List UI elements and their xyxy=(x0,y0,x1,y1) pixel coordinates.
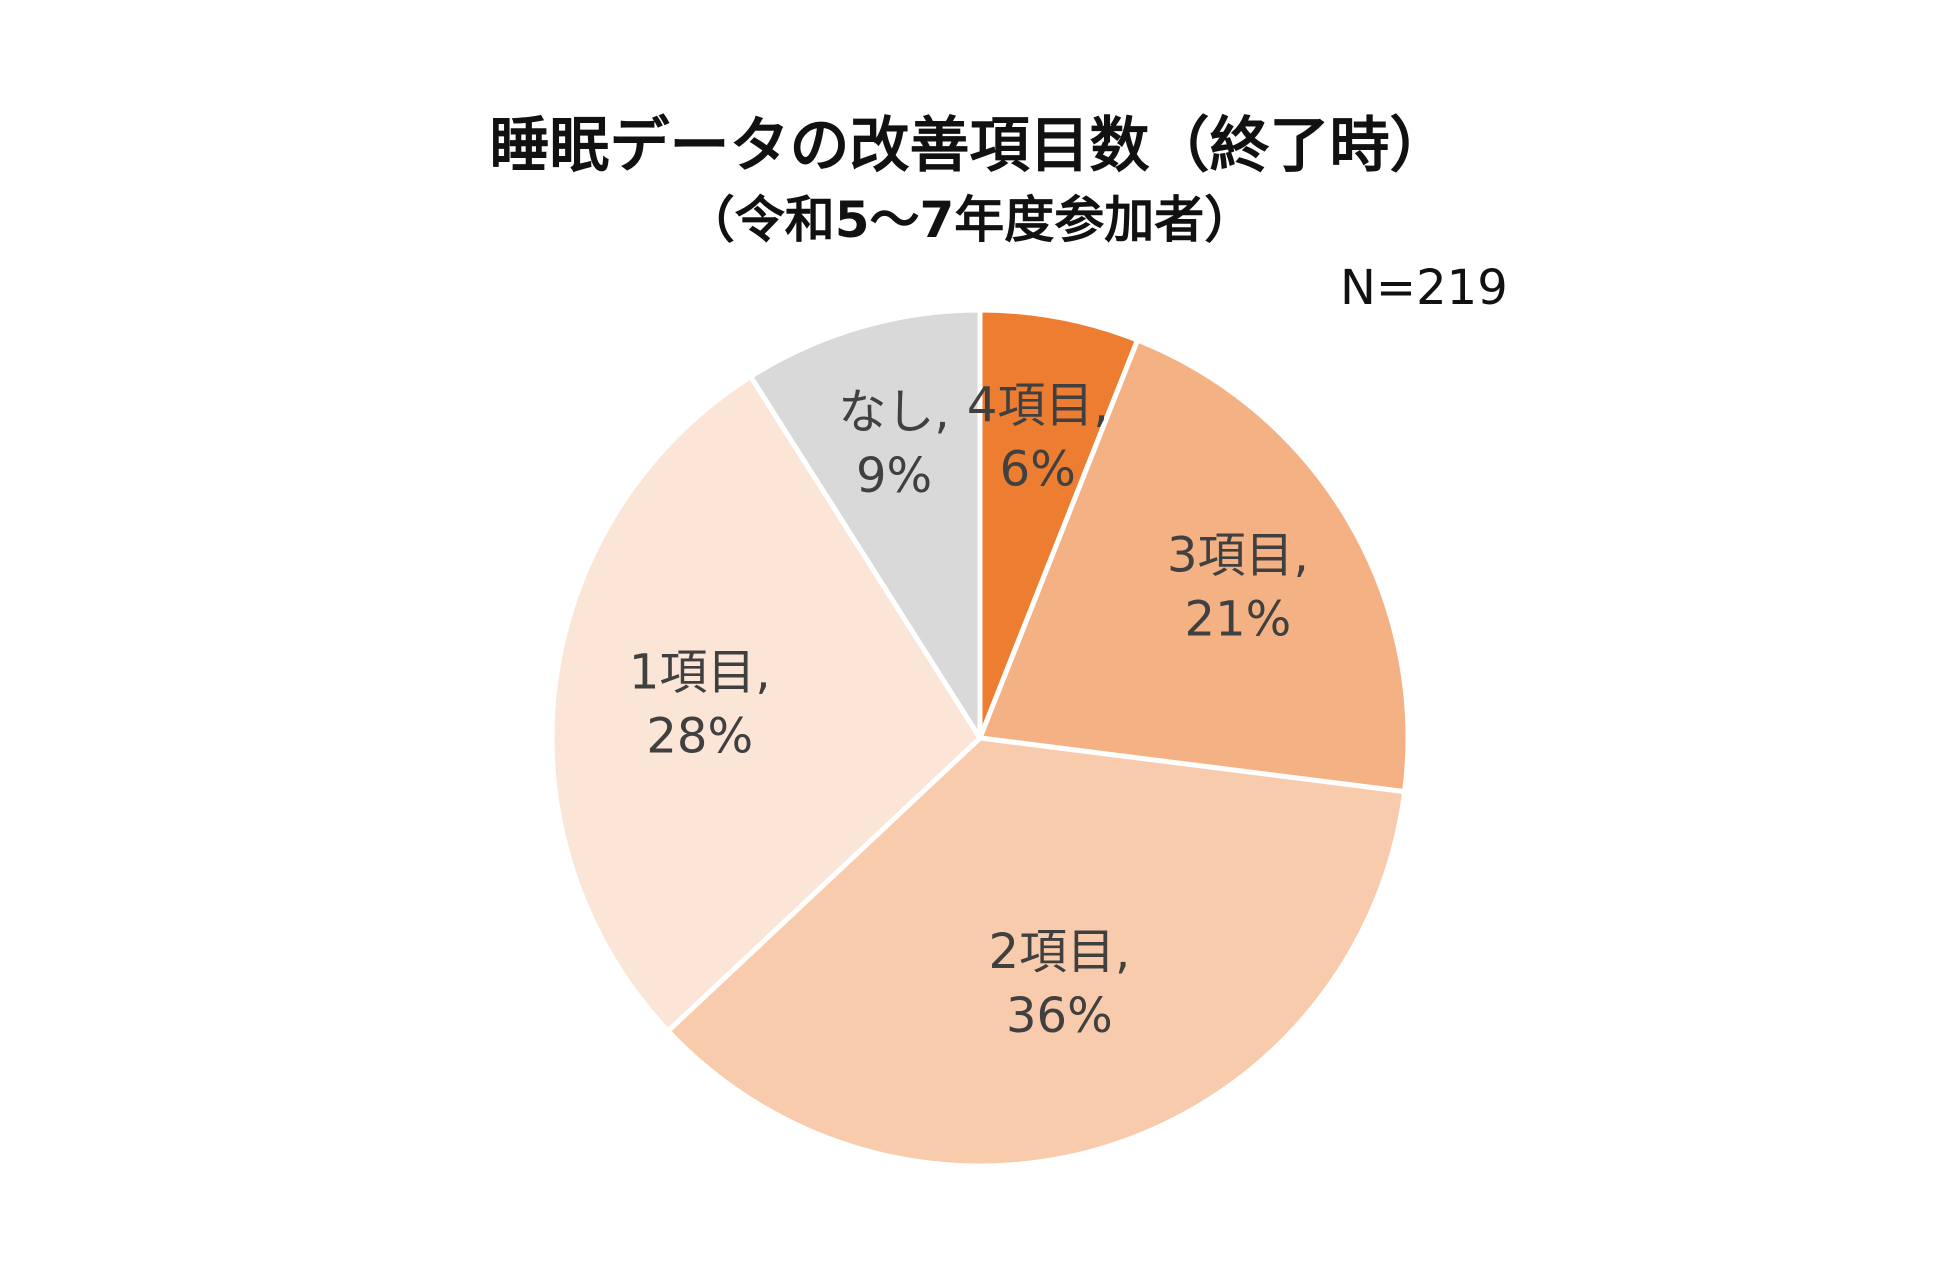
chart-subtitle: （令和5～7年度参加者） xyxy=(684,191,1255,249)
pie-slice xyxy=(665,735,1408,1169)
pie-slice xyxy=(977,307,1141,741)
pie-slice xyxy=(748,307,983,741)
pie-slices xyxy=(549,307,1411,1169)
slice-label: 4項目, 6% xyxy=(967,377,1109,497)
pie-labels: 4項目, 6% 3項目, 21% 2項目, 36% 1項目, 28% なし, 9% xyxy=(629,377,1309,1044)
pie-slice xyxy=(549,374,983,1034)
chart-title: 睡眠データの改善項目数（終了時） xyxy=(489,111,1450,181)
slice-label: 1項目, 28% xyxy=(629,645,771,765)
slice-label: なし, 9% xyxy=(838,384,949,504)
pie-slice xyxy=(977,337,1411,795)
slice-label: 2項目, 36% xyxy=(988,924,1130,1044)
sample-size-label: N=219 xyxy=(1340,260,1508,316)
slice-label: 3項目, 21% xyxy=(1167,527,1309,647)
